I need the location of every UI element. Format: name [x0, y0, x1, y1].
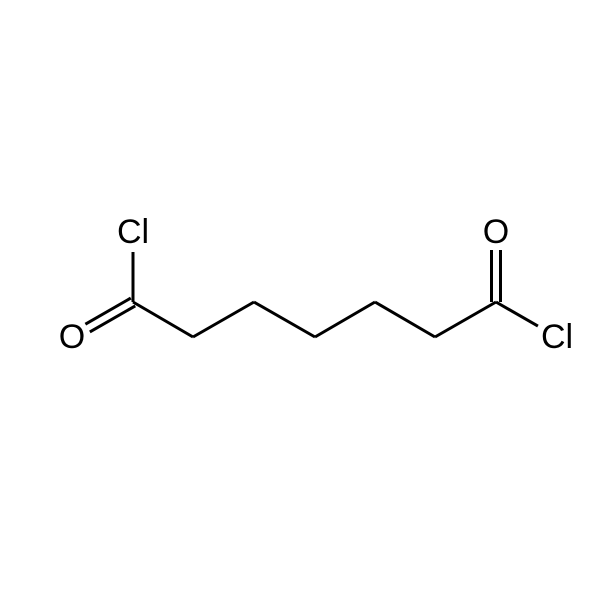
bond — [315, 302, 375, 337]
bond — [133, 302, 193, 337]
atom-label: Cl — [117, 213, 149, 251]
bond — [435, 302, 496, 337]
bond — [193, 302, 254, 337]
molecule-diagram: Cl O O Cl — [0, 0, 600, 600]
bond — [496, 302, 538, 326]
atom-label: Cl — [541, 318, 573, 356]
bond — [254, 302, 315, 337]
atom-label: O — [59, 318, 85, 356]
bond — [375, 302, 435, 337]
atom-label: O — [483, 213, 509, 251]
